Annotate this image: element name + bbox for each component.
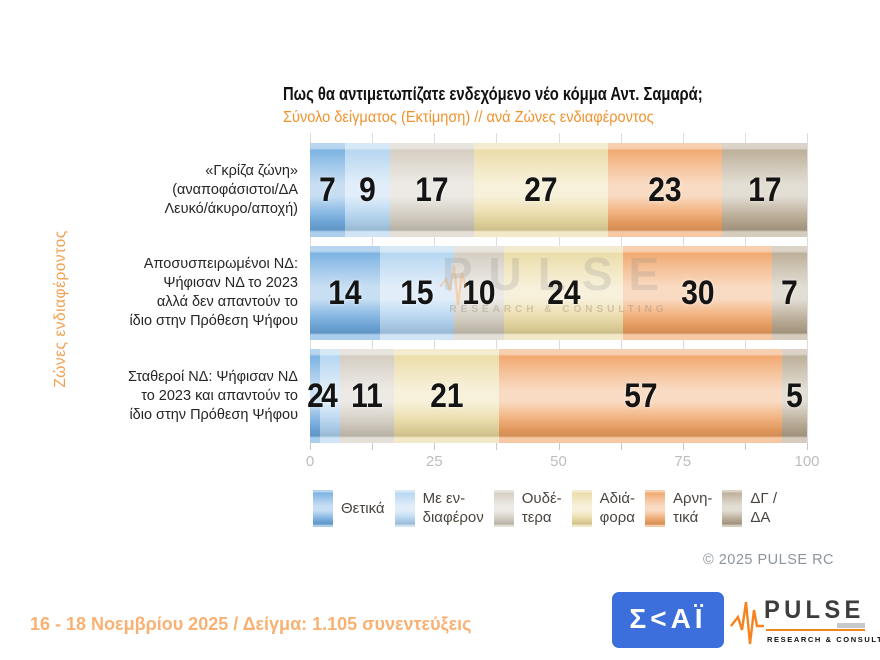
pulse-logo-smallprint bbox=[837, 623, 865, 628]
stacked-bar: 2 4 11 21 57 5 bbox=[307, 349, 807, 443]
pulse-logo: PULSE RESEARCH & CONSULTING bbox=[730, 592, 880, 654]
skai-logo-text: Σ<ΑΪ bbox=[629, 603, 707, 634]
legend-swatch bbox=[493, 489, 514, 527]
x-axis: 0 25 50 75 100 bbox=[306, 443, 820, 475]
legend-label: Ουδέ- τερα bbox=[521, 490, 562, 526]
value-label: 57 bbox=[623, 377, 658, 415]
legend-swatch bbox=[571, 489, 592, 527]
value-label: 15 bbox=[400, 274, 434, 312]
bar-segment-Με ενδιαφέρον: 9 bbox=[344, 143, 390, 237]
bar-segment-Αρνητικά: 23 bbox=[608, 143, 723, 237]
value-label: 14 bbox=[328, 274, 362, 312]
axis-tick bbox=[620, 443, 622, 450]
legend-swatch bbox=[313, 489, 333, 527]
legend-label: Αδιά- φορα bbox=[599, 490, 636, 526]
axis-tick bbox=[558, 443, 560, 450]
bar-segment-Αρνητικά: 30 bbox=[623, 246, 773, 340]
value-label: 2 bbox=[306, 377, 324, 415]
stacked-bar: 14 15 10 24 30 7 bbox=[310, 246, 807, 340]
bar-segment-ΔΓ / ΔΑ: 7 bbox=[772, 246, 807, 340]
bar-segment-Αδιάφορα: 24 bbox=[503, 246, 624, 340]
bar-row: «Γκρίζα ζώνη» (αναποφάσιστοι/ΔΑ Λευκό/άκ… bbox=[0, 143, 807, 237]
value-label: 23 bbox=[648, 171, 682, 209]
bar-segment-Αδιάφορα: 27 bbox=[473, 143, 609, 237]
value-label: 24 bbox=[546, 274, 581, 312]
bar-segment-Θετικά: 2 bbox=[307, 349, 323, 443]
axis-tick-label: 50 bbox=[550, 453, 567, 470]
bar-segment-ΔΓ / ΔΑ: 5 bbox=[782, 349, 807, 443]
axis-tick bbox=[496, 443, 498, 450]
value-label: 10 bbox=[462, 274, 496, 312]
value-label: 4 bbox=[321, 377, 339, 415]
category-label: Σταθεροί ΝΔ: Ψήφισαν ΝΔ το 2023 και απαν… bbox=[127, 368, 298, 423]
bar-segment-Με ενδιαφέρον: 15 bbox=[379, 246, 455, 340]
axis-tick bbox=[434, 443, 436, 450]
legend-item: Με εν- διαφέρον bbox=[394, 489, 484, 527]
bar-segment-Θετικά: 7 bbox=[310, 143, 345, 237]
bar-segment-Αρνητικά: 57 bbox=[498, 349, 783, 443]
gridline bbox=[807, 133, 808, 448]
bar-segment-Με ενδιαφέρον: 4 bbox=[319, 349, 340, 443]
value-label: 5 bbox=[786, 377, 803, 415]
legend-label: Αρνη- τικά bbox=[673, 490, 713, 526]
legend-swatch bbox=[394, 489, 415, 527]
legend-label: Με εν- διαφέρον bbox=[422, 490, 484, 526]
fieldwork-note: 16 - 18 Νοεμβρίου 2025 / Δείγμα: 1.105 σ… bbox=[30, 614, 472, 634]
value-label: 27 bbox=[524, 171, 558, 209]
legend-swatch bbox=[722, 489, 743, 527]
axis-tick-label: 75 bbox=[674, 453, 692, 470]
value-label: 21 bbox=[430, 377, 464, 415]
axis-tick bbox=[682, 443, 684, 450]
bar-rows: «Γκρίζα ζώνη» (αναποφάσιστοι/ΔΑ Λευκό/άκ… bbox=[0, 143, 807, 443]
pulse-waveform-icon bbox=[730, 601, 764, 645]
value-label: 17 bbox=[748, 171, 782, 209]
chart-subtitle: Σύνολο δείγματος (Εκτίμηση) // ανά Ζώνες… bbox=[283, 109, 654, 126]
value-label: 30 bbox=[680, 274, 715, 312]
axis-tick-label: 0 bbox=[305, 453, 315, 470]
value-label: 9 bbox=[358, 171, 376, 209]
copyright-note: © 2025 PULSE RC bbox=[703, 552, 835, 568]
pulse-logo-tagline: RESEARCH & CONSULTING bbox=[767, 635, 880, 644]
axis-tick bbox=[372, 443, 374, 450]
axis-tick bbox=[310, 443, 311, 450]
legend-swatch bbox=[645, 489, 666, 527]
stacked-bar: 7 9 17 27 23 17 bbox=[310, 143, 807, 237]
axis-tick bbox=[807, 443, 808, 450]
axis-tick bbox=[744, 443, 746, 450]
value-label: 7 bbox=[319, 171, 336, 209]
bar-segment-ΔΓ / ΔΑ: 17 bbox=[722, 143, 807, 237]
legend-label: ΔΓ / ΔΑ bbox=[750, 490, 778, 526]
legend-item: Αδιά- φορα bbox=[571, 489, 636, 527]
value-label: 7 bbox=[781, 274, 798, 312]
axis-tick-label: 25 bbox=[425, 453, 443, 470]
bar-segment-Ουδέτερα: 10 bbox=[454, 246, 504, 340]
bar-segment-Ουδέτερα: 11 bbox=[339, 349, 395, 443]
bar-row: Αποσυσπειρωμένοι ΝΔ: Ψήφισαν ΝΔ το 2023 … bbox=[0, 246, 807, 340]
legend: Θετικά Με εν- διαφέρον Ουδέ- τερα Αδιά- φορ… bbox=[313, 489, 833, 527]
value-label: 17 bbox=[415, 171, 449, 209]
bar-segment-Θετικά: 14 bbox=[310, 246, 380, 340]
pulse-logo-word: PULSE bbox=[764, 596, 865, 624]
bar-segment-Ουδέτερα: 17 bbox=[389, 143, 474, 237]
value-label: 11 bbox=[351, 377, 383, 415]
bar-segment-Αδιάφορα: 21 bbox=[394, 349, 499, 443]
legend-item: Αρνη- τικά bbox=[645, 489, 712, 527]
legend-item: Θετικά bbox=[313, 489, 385, 527]
pulse-logo-rule bbox=[766, 629, 865, 631]
legend-item: Ουδέ- τερα bbox=[493, 489, 562, 527]
skai-logo: Σ<ΑΪ bbox=[612, 592, 724, 648]
category-label: Αποσυσπειρωμένοι ΝΔ: Ψήφισαν ΝΔ το 2023 … bbox=[129, 256, 298, 329]
legend-label: Θετικά bbox=[341, 499, 385, 517]
axis-tick-label: 100 bbox=[794, 453, 820, 470]
chart-title: Πως θα αντιμετωπίζατε ενδεχόμενο νέο κόμ… bbox=[283, 84, 703, 104]
category-label: «Γκρίζα ζώνη» (αναποφάσιστοι/ΔΑ Λευκό/άκ… bbox=[164, 162, 298, 217]
legend-item: ΔΓ / ΔΑ bbox=[722, 489, 777, 527]
bar-row: Σταθεροί ΝΔ: Ψήφισαν ΝΔ το 2023 και απαν… bbox=[0, 349, 807, 443]
